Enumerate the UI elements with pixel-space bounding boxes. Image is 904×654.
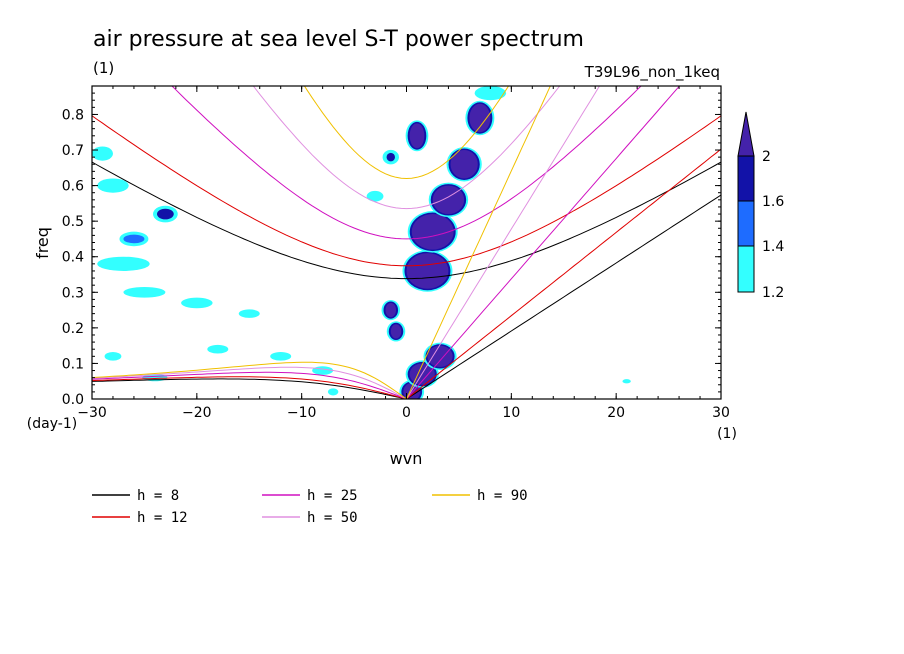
contour-layer [92, 86, 631, 399]
contour-region [385, 302, 397, 318]
y-tick-label: 0.1 [62, 356, 84, 372]
contour-region [97, 256, 150, 271]
units-label: (1) [93, 59, 114, 77]
y-tick-label: 0.8 [62, 107, 84, 123]
y-unit-label: (day-1) [27, 416, 77, 432]
contour-region [474, 86, 507, 101]
colorbar-arrow [737, 111, 755, 157]
kelvin-curve [406, 86, 681, 399]
rossby-curve [92, 378, 407, 399]
colorbar-label: 2 [762, 149, 771, 165]
y-tick-label: 0.5 [62, 214, 84, 230]
kelvin-curve [406, 148, 721, 399]
legend-label: h = 8 [137, 488, 179, 504]
dispersion-curves [92, 86, 721, 399]
contour-region [123, 286, 166, 298]
contour-region [406, 253, 449, 289]
inertia-gravity-curve [252, 86, 561, 210]
contour-region [366, 190, 384, 202]
kelvin-curve [406, 194, 721, 399]
x-tick-label: −10 [287, 405, 317, 421]
contour-region [97, 178, 129, 193]
y-tick-label: 0.3 [62, 285, 84, 301]
colorbar: 1.2 1.4 1.6 2 [737, 111, 784, 301]
inertia-gravity-curve [92, 115, 721, 267]
y-tick-label: 0.7 [62, 143, 84, 159]
x-tick-label: 0 [402, 405, 411, 421]
y-axis: 0.0 0.1 0.2 0.3 0.4 0.5 0.6 0.7 0.8 [62, 92, 721, 408]
inertia-gravity-curve [303, 86, 510, 180]
rossby-curve [92, 366, 407, 399]
kelvin-curve [406, 86, 551, 399]
contour-region [409, 123, 425, 149]
inertia-gravity-curve [92, 161, 721, 280]
x-tick-label: 20 [607, 405, 625, 421]
contour-region [386, 152, 395, 162]
colorbar-segment [737, 155, 755, 202]
x-axis: −30 −20 −10 0 10 20 30 [77, 86, 730, 421]
contour-region [622, 379, 631, 384]
x-tick-label: 10 [502, 405, 520, 421]
contour-region [270, 352, 292, 361]
x-unit-label: (1) [717, 426, 737, 442]
colorbar-label: 1.6 [762, 194, 784, 210]
contour-region [92, 146, 113, 161]
contour-region [327, 388, 339, 396]
x-axis-label: wvn [390, 449, 423, 468]
legend-label: h = 25 [307, 488, 358, 504]
legend: h = 8 h = 12 h = 25 h = 50 h = 90 [92, 488, 528, 526]
legend-label: h = 90 [477, 488, 528, 504]
contour-region [390, 324, 402, 339]
run-label: T39L96_non_1keq [584, 63, 720, 82]
kelvin-curve [406, 86, 601, 399]
contour-region [469, 103, 491, 133]
y-tick-label: 0.6 [62, 179, 84, 195]
contour-region [427, 345, 453, 367]
contour-region [181, 297, 213, 309]
y-tick-label: 0.4 [62, 250, 84, 266]
x-tick-label: −30 [77, 405, 107, 421]
colorbar-segment [737, 200, 755, 247]
contour-region [312, 366, 334, 375]
y-axis-label: freq [33, 227, 52, 259]
legend-label: h = 12 [137, 510, 188, 526]
x-tick-label: −20 [182, 405, 212, 421]
colorbar-segment [737, 245, 755, 293]
chart-title: air pressure at sea level S-T power spec… [93, 27, 584, 52]
inertia-gravity-curve [171, 86, 642, 240]
y-tick-label: 0.2 [62, 321, 84, 337]
contour-region [411, 214, 454, 250]
legend-label: h = 50 [307, 510, 358, 526]
x-tick-label: 30 [712, 405, 730, 421]
contour-region [123, 234, 145, 244]
colorbar-label: 1.2 [762, 285, 784, 301]
contour-region [238, 309, 260, 318]
colorbar-label: 1.4 [762, 239, 784, 255]
contour-region [450, 150, 478, 179]
contour-region [156, 208, 174, 220]
rossby-curve [92, 371, 407, 399]
y-tick-label: 0.0 [62, 392, 84, 408]
contour-region [207, 344, 229, 354]
rossby-curve [92, 376, 407, 399]
contour-region [104, 352, 122, 361]
rossby-curve [92, 361, 407, 399]
